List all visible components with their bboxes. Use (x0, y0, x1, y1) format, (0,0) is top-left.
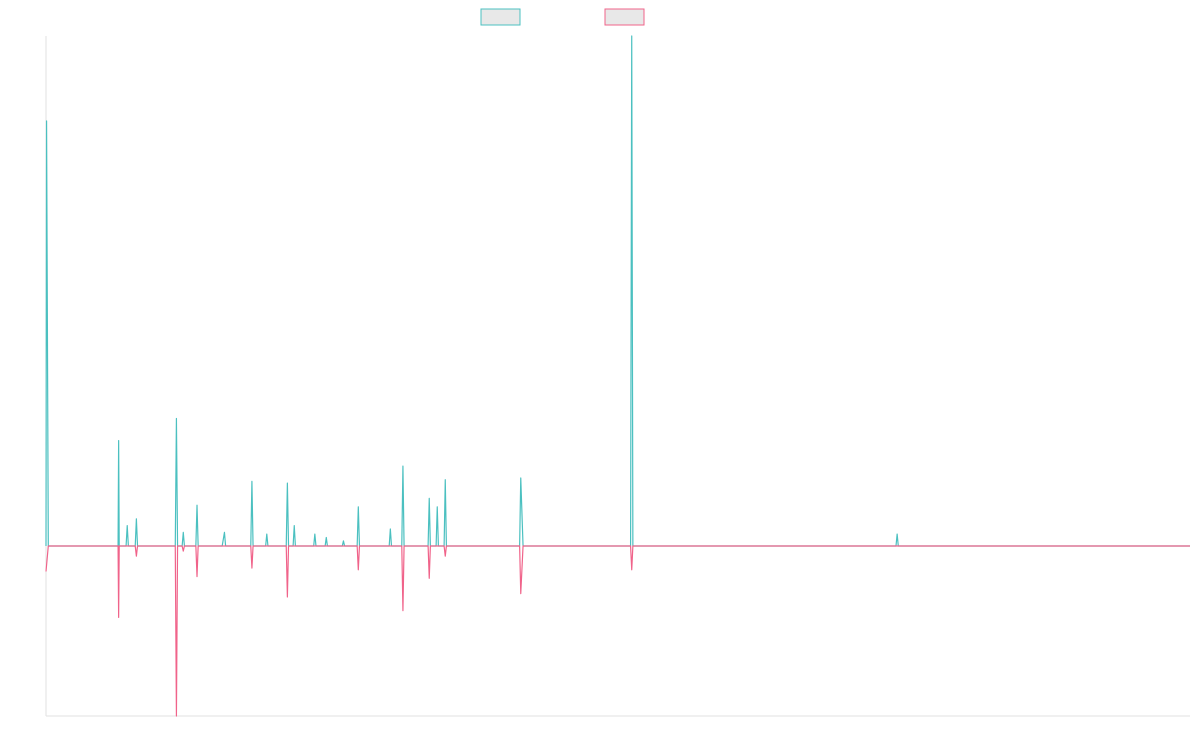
series-line-2 (45, 545, 1190, 717)
series-layer (45, 35, 1190, 717)
series-line-1 (45, 35, 1190, 547)
legend[interactable] (480, 8, 645, 26)
legend-swatch-2[interactable] (604, 8, 645, 26)
legend-swatch-1[interactable] (480, 8, 521, 26)
